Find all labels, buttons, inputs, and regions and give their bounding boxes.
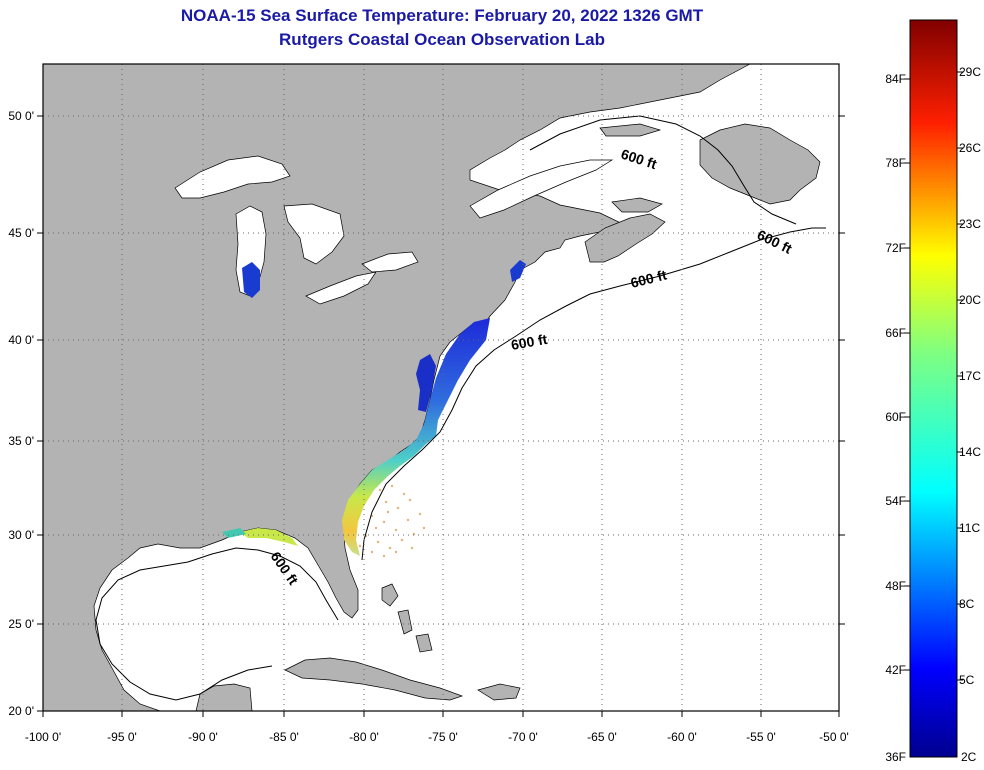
colorbar-label-f: 48F (885, 579, 906, 593)
colorbar-label-c: 2C (961, 750, 977, 764)
newfoundland-land (699, 123, 821, 205)
lake-superior (174, 155, 291, 199)
isobath-atlantic (361, 227, 826, 561)
colorbar-label-c: 11C (959, 521, 980, 535)
lake-erie (305, 271, 377, 305)
map-frame (42, 63, 840, 712)
bahamas-land (381, 583, 433, 653)
lake-ontario (361, 251, 419, 273)
lon-tick-label: -50 0' (819, 730, 849, 744)
chesapeake-bay (416, 354, 436, 412)
colorbar-label-c: 14C (959, 445, 981, 459)
st-lawrence-estuary (469, 159, 614, 219)
colorbar-label-f: 66F (885, 326, 906, 340)
frame-ticks (37, 115, 845, 717)
lat-tick-label: 20 0' (8, 704, 34, 718)
colorbar-ticks-right (957, 71, 963, 681)
colorbar (909, 19, 958, 758)
colorbar-label-c: 29C (959, 65, 981, 79)
nova-scotia-land (584, 213, 666, 263)
colorbar-label-f: 84F (885, 72, 906, 86)
contour-label-4: 600 ft (510, 331, 549, 353)
colorbar-ticks-left (904, 78, 910, 671)
colorbar-label-f: 78F (885, 156, 906, 170)
gulf-coast-sst (240, 528, 298, 546)
lat-tick-label: 35 0' (8, 434, 34, 448)
pei-land (611, 197, 663, 213)
lon-tick-label: -65 0' (587, 730, 617, 744)
lat-tick-label: 45 0' (8, 226, 34, 240)
anticosti-land (599, 123, 662, 137)
colorbar-label-f: 54F (885, 494, 906, 508)
lon-tick-label: -100 0' (25, 730, 61, 744)
map-title: NOAA-15 Sea Surface Temperature: Februar… (180, 6, 704, 25)
lon-tick-label: -85 0' (269, 730, 299, 744)
colorbar-label-c: 23C (959, 217, 981, 231)
lon-tick-label: -90 0' (188, 730, 218, 744)
hispaniola-land (477, 683, 521, 701)
isobath-gulf (95, 547, 339, 701)
isobath-north (529, 115, 797, 225)
lat-tick-label: 40 0' (8, 333, 34, 347)
colorbar-label-c: 5C (959, 673, 975, 687)
lat-tick-label: 25 0' (8, 617, 34, 631)
lon-tick-label: -95 0' (107, 730, 137, 744)
map-subtitle: Rutgers Coastal Ocean Observation Lab (279, 30, 605, 49)
colorbar-label-c: 26C (959, 141, 981, 155)
lon-tick-label: -80 0' (349, 730, 379, 744)
maine-coast-sst (510, 260, 526, 282)
colorbar-label-f: 36F (885, 750, 906, 764)
colorbar-label-c: 8C (959, 597, 975, 611)
lat-tick-label: 30 0' (8, 528, 34, 542)
lat-tick-label: 50 0' (8, 109, 34, 123)
colorbar-label-f: 72F (885, 241, 906, 255)
colorbar-label-f: 42F (885, 663, 906, 677)
coastal-sst-band (342, 318, 490, 556)
colorbar-label-c: 20C (959, 293, 981, 307)
lon-tick-label: -75 0' (428, 730, 458, 744)
lon-tick-label: -70 0' (508, 730, 538, 744)
lake-huron (283, 203, 345, 265)
colorbar-label-f: 60F (885, 410, 906, 424)
cuba-land (284, 657, 464, 701)
lake-michigan-sst (242, 262, 260, 298)
lon-tick-label: -55 0' (746, 730, 776, 744)
colorbar-label-c: 17C (959, 369, 981, 383)
lon-tick-label: -60 0' (667, 730, 697, 744)
